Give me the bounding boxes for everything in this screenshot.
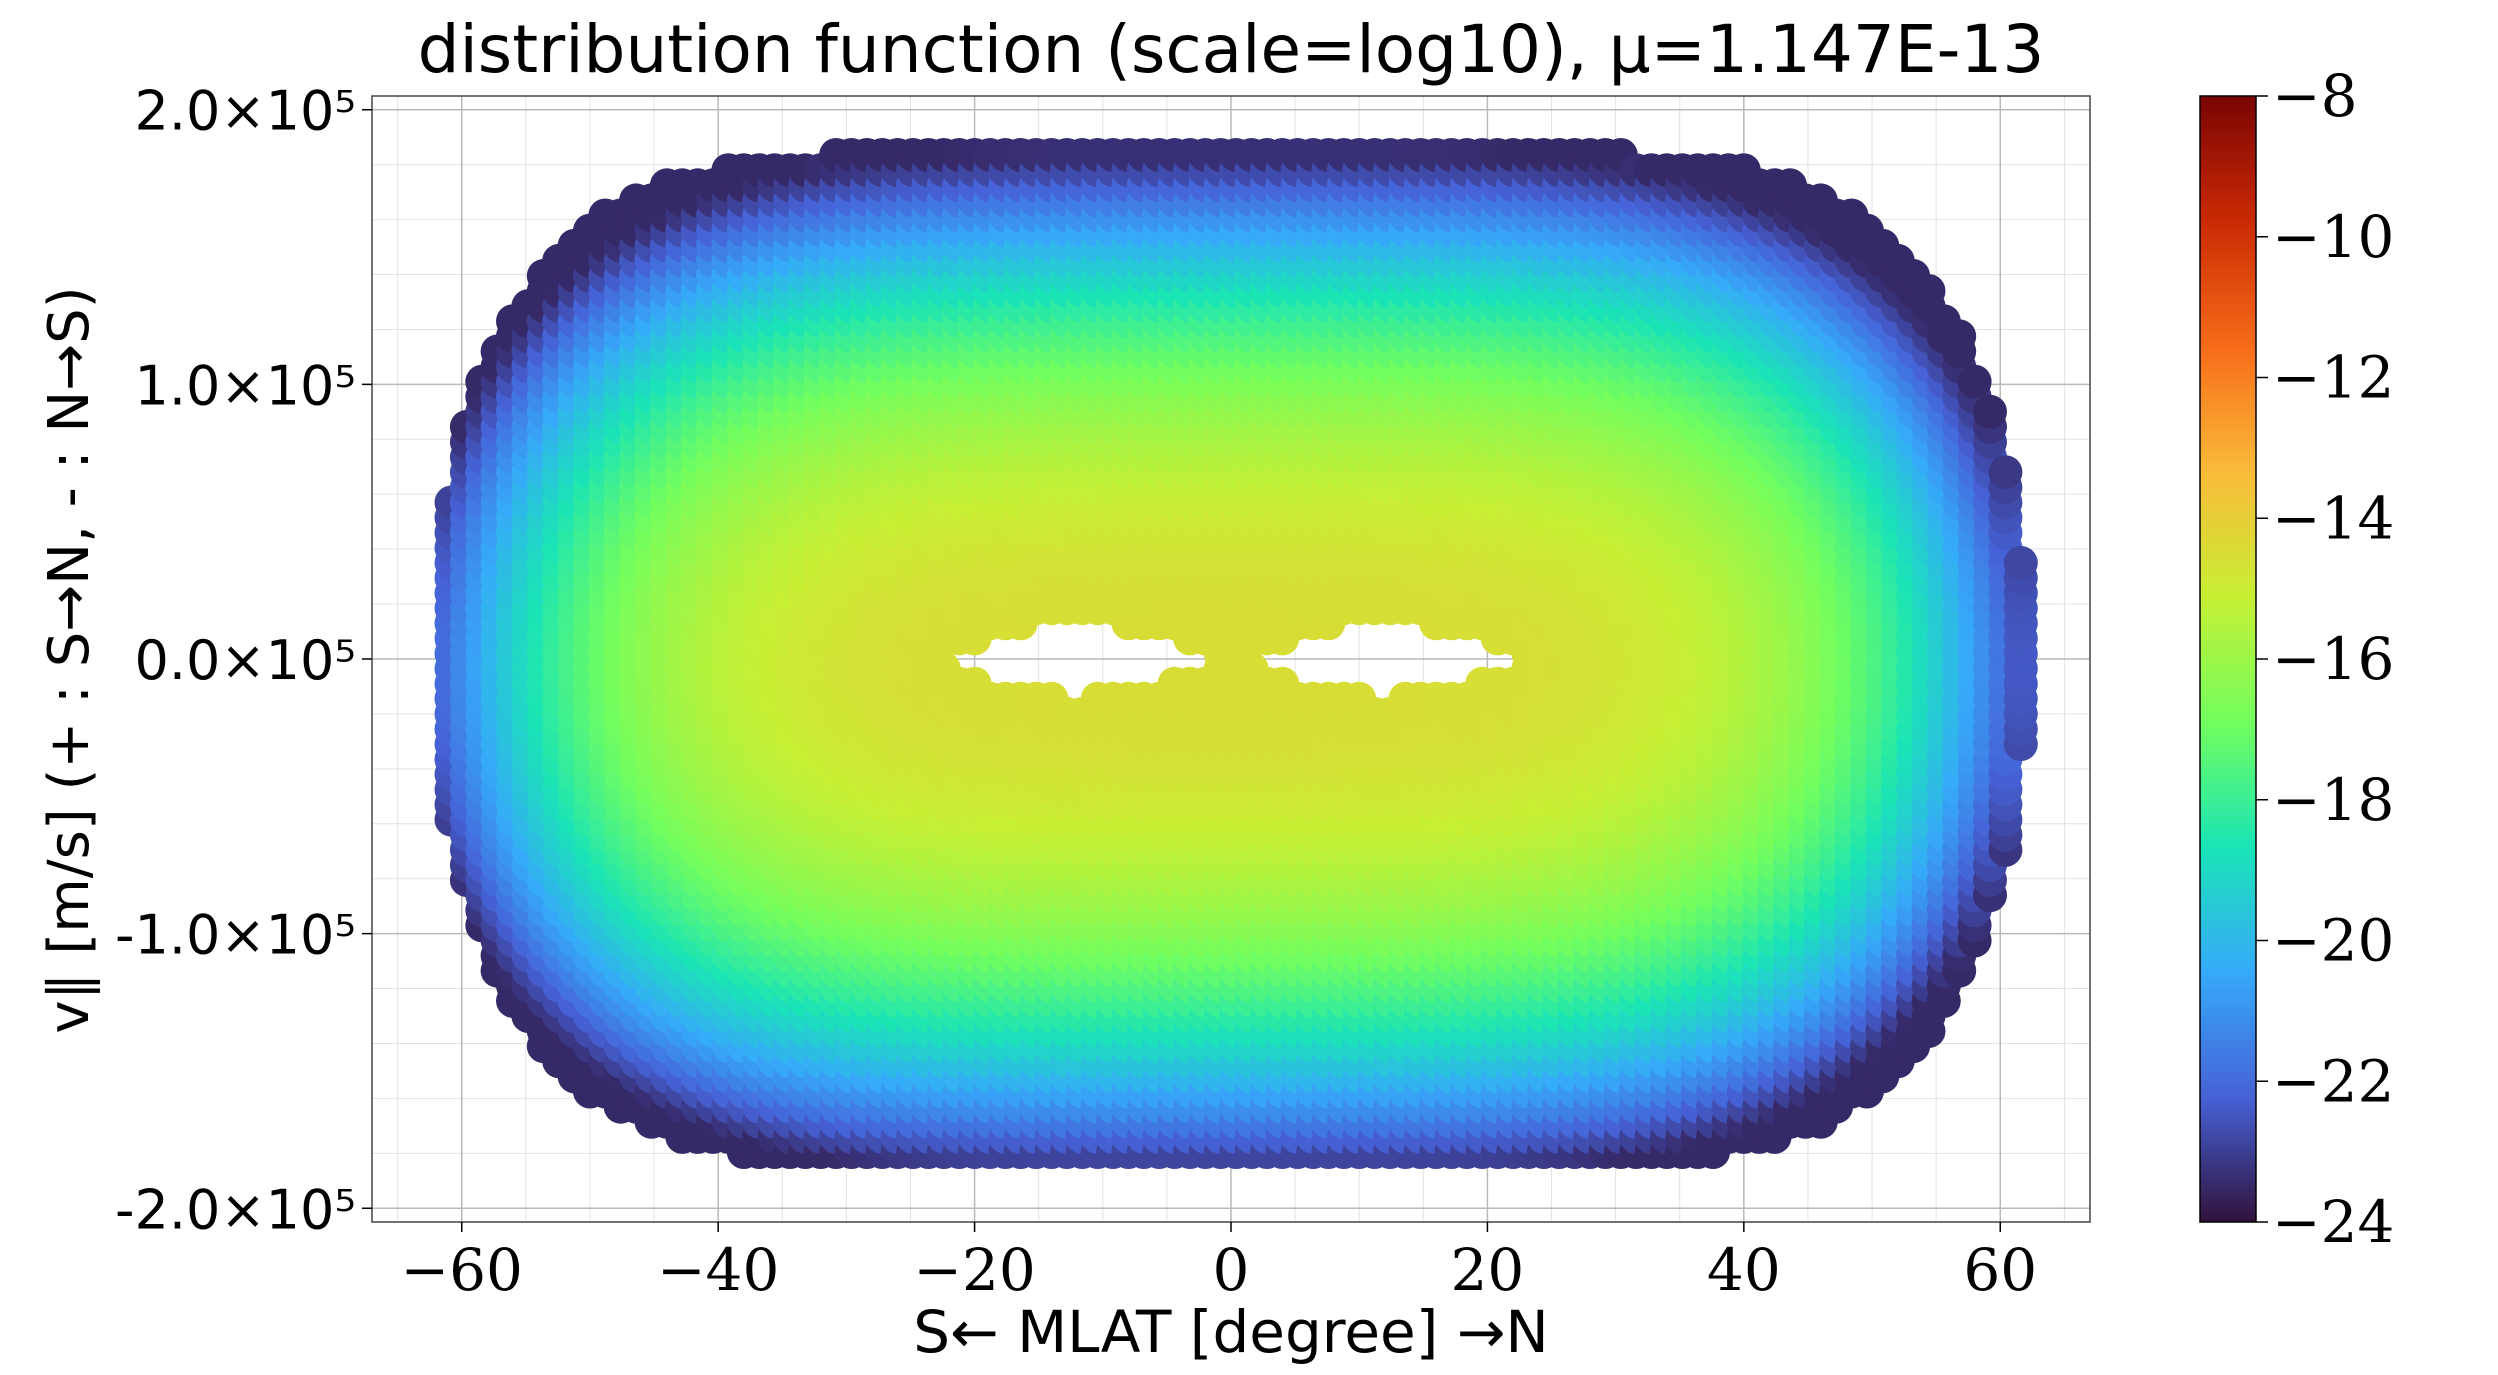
plot-area <box>371 95 2091 1223</box>
chart-title: distribution function (scale=log10), μ=1… <box>418 11 2045 88</box>
scatter-points <box>434 138 2038 1169</box>
